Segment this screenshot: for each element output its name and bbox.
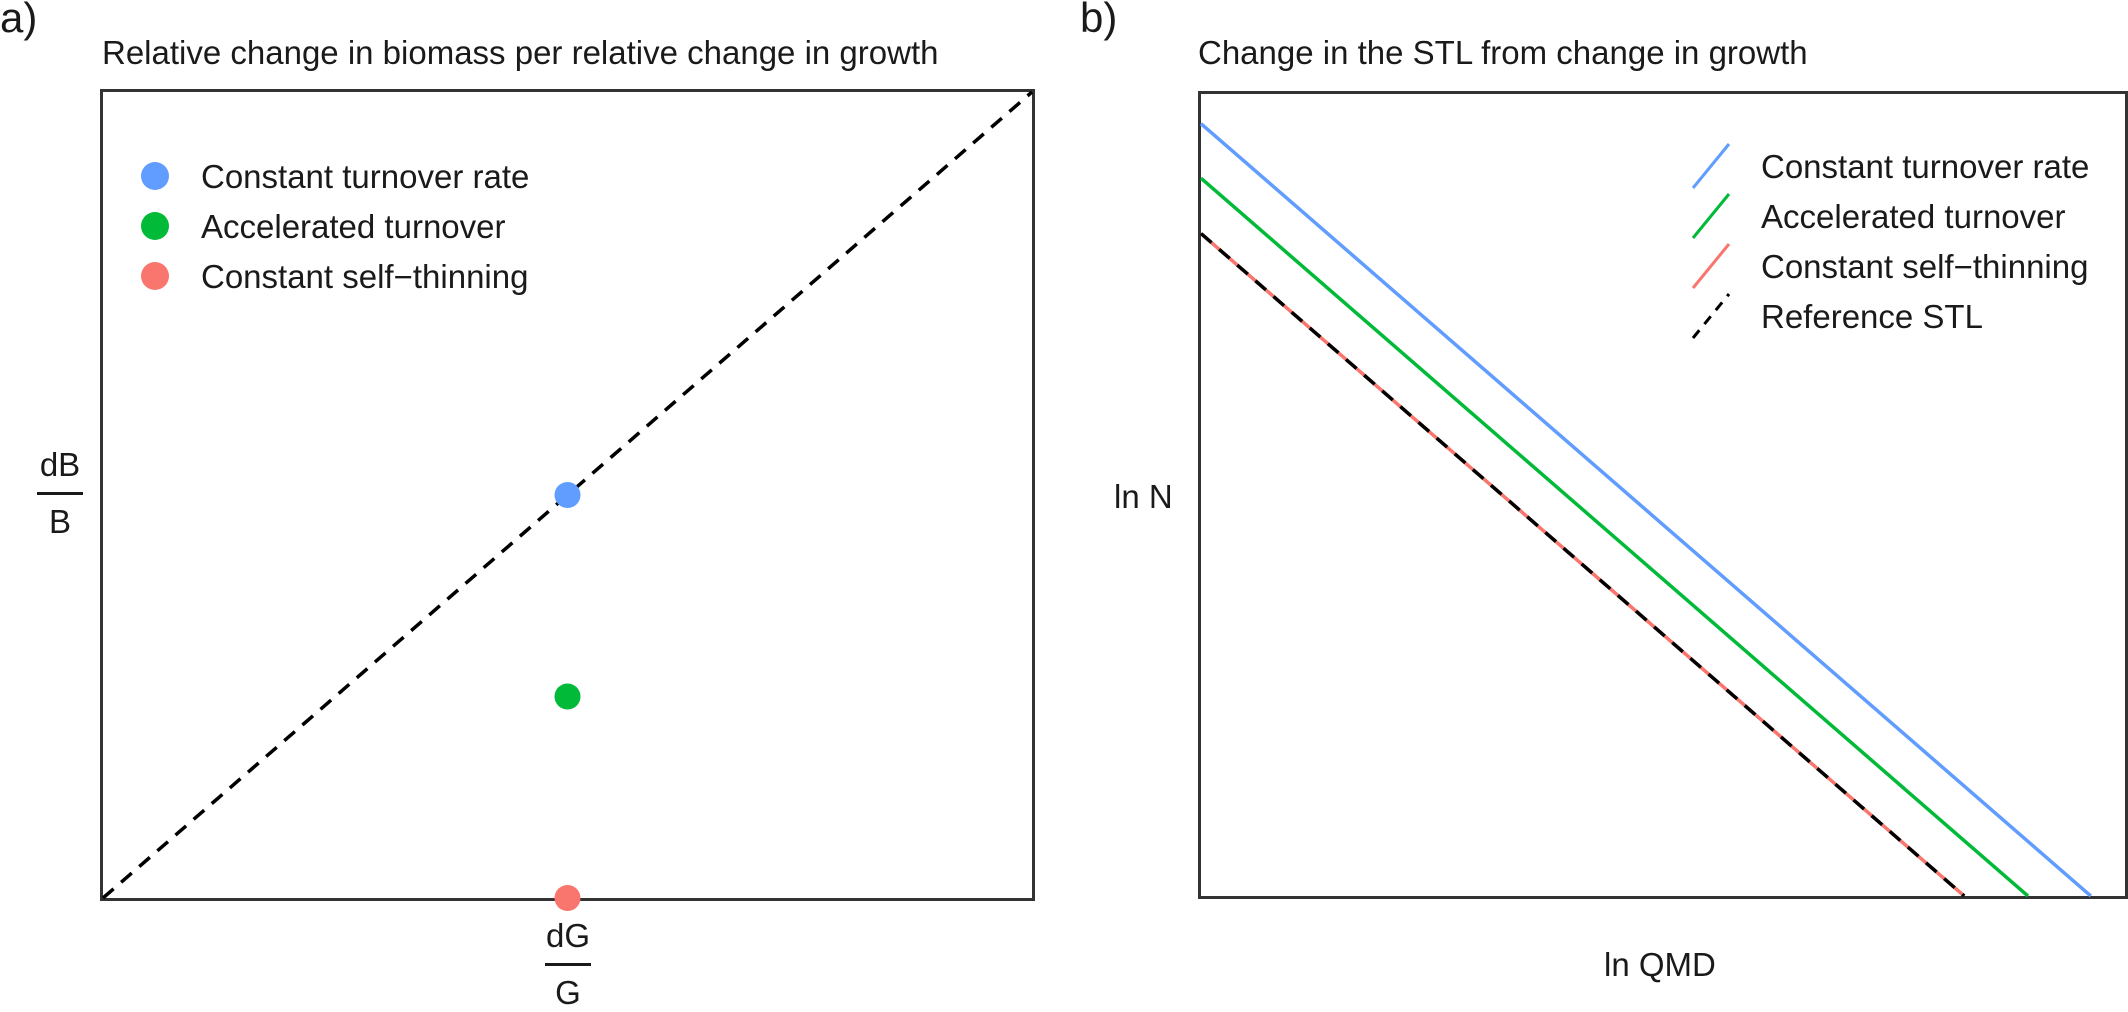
legend-label: Constant turnover rate — [1761, 148, 2090, 185]
point-accelerated-turnover — [554, 683, 581, 710]
panel-b-tag: b) — [1080, 0, 1118, 41]
y-label-numerator: dB — [39, 446, 81, 483]
x-label-denominator: G — [555, 974, 581, 1011]
legend-dot-icon — [141, 212, 169, 240]
legend-reference-stl-line — [1691, 293, 1731, 339]
legend-label: Accelerated turnover — [1761, 198, 2066, 235]
panel-a-svg — [101, 90, 1034, 911]
legend-line-icon — [1691, 243, 1731, 289]
legend-constant-self-thinning-line — [1691, 243, 1731, 289]
legend-label: Constant turnover rate — [201, 158, 530, 195]
reference-diagonal-line — [101, 90, 1034, 900]
legend-line-icon — [1691, 293, 1731, 339]
series-line-constant-turnover-rate — [1199, 122, 2092, 898]
point-constant-self-thinning — [554, 885, 581, 911]
panel-b-svg — [1199, 122, 2092, 898]
x-label-fraction-bar — [545, 963, 591, 966]
panel-b: b) Change in the STL from change in grow… — [1080, 0, 2128, 1010]
legend-dot-icon — [141, 162, 169, 190]
panel-a-y-axis-label: dB B — [30, 446, 90, 541]
panel-b-x-axis-label: ln QMD — [1604, 946, 1716, 983]
y-label-fraction-bar — [37, 492, 83, 495]
panel-a-tag: a) — [0, 0, 38, 41]
legend-accelerated-turnover-line — [1691, 193, 1731, 239]
panel-a-plot-area: Constant turnover rate Accelerated turno… — [100, 89, 1035, 911]
legend-label: Accelerated turnover — [201, 208, 506, 245]
panel-b-y-axis-label: ln N — [1114, 478, 1173, 515]
legend-label: Constant self−thinning — [1761, 248, 2089, 285]
x-label-numerator: dG — [545, 917, 591, 954]
legend-label: Reference STL — [1761, 298, 1983, 335]
panel-a: a) Relative change in biomass per relati… — [0, 0, 1035, 1012]
legend-dot-icon — [141, 262, 169, 290]
panel-b-title: Change in the STL from change in growth — [1198, 34, 1808, 71]
panel-a-x-axis-label: dG G — [538, 917, 598, 1012]
legend-label: Constant self−thinning — [201, 258, 529, 295]
series-line-reference-stl — [1199, 232, 1966, 898]
panel-a-title: Relative change in biomass per relative … — [102, 34, 939, 71]
y-label-denominator: B — [48, 503, 71, 540]
point-constant-turnover-rate — [554, 482, 581, 508]
series-line-accelerated-turnover — [1199, 176, 2030, 898]
panel-b-plot-area: Constant turnover rate Accelerated turno… — [1198, 91, 2128, 899]
legend-constant-turnover-rate-line — [1691, 143, 1731, 189]
legend-line-icon — [1691, 193, 1731, 239]
legend-line-icon — [1691, 143, 1731, 189]
